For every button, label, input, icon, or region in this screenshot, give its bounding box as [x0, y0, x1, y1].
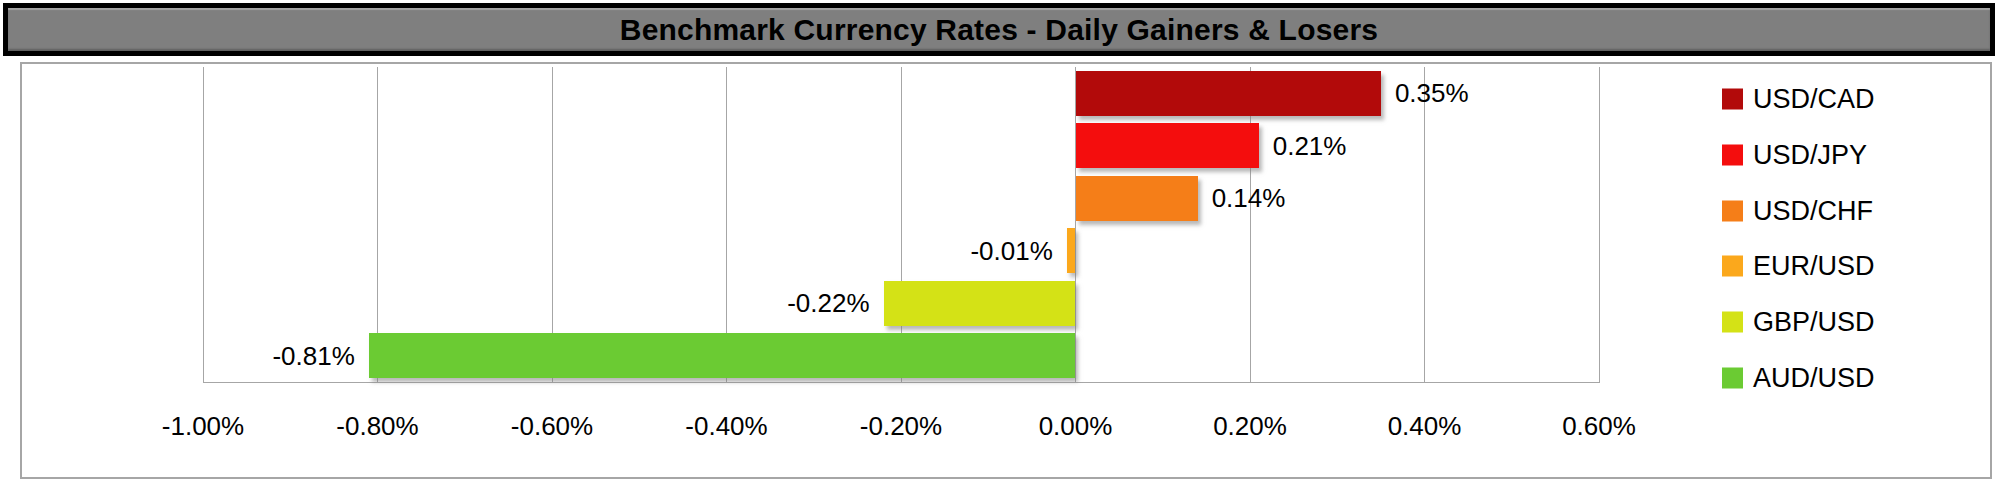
- x-axis-tick-label: 0.00%: [1039, 411, 1113, 442]
- legend-swatch-GBP/USD: [1722, 312, 1743, 333]
- legend-item-USD/CHF: USD/CHF: [1722, 195, 1873, 226]
- bar-GBP/USD: [884, 281, 1076, 326]
- bar-AUD/USD: [369, 333, 1076, 378]
- bar-USD/CHF: [1076, 176, 1198, 221]
- data-label-USD/CHF: 0.14%: [1212, 183, 1286, 214]
- x-axis-tick-label: -0.20%: [860, 411, 942, 442]
- legend-swatch-USD/JPY: [1722, 144, 1743, 165]
- bar-EUR/USD: [1067, 228, 1076, 273]
- x-axis-tick-label: -0.80%: [336, 411, 418, 442]
- data-label-USD/CAD: 0.35%: [1395, 78, 1469, 109]
- legend-label-GBP/USD: GBP/USD: [1753, 307, 1875, 338]
- legend-label-USD/CHF: USD/CHF: [1753, 195, 1873, 226]
- data-label-USD/JPY: 0.21%: [1273, 130, 1347, 161]
- gridline-0.40%: [1424, 67, 1425, 382]
- data-label-EUR/USD: -0.01%: [970, 235, 1052, 266]
- legend-swatch-USD/CHF: [1722, 200, 1743, 221]
- legend-item-AUD/USD: AUD/USD: [1722, 363, 1875, 394]
- x-axis-tick-label: -0.60%: [511, 411, 593, 442]
- data-label-GBP/USD: -0.22%: [787, 288, 869, 319]
- legend-item-EUR/USD: EUR/USD: [1722, 251, 1875, 282]
- gridline-0.60%: [1599, 67, 1600, 382]
- x-axis-tick-label: -0.40%: [685, 411, 767, 442]
- legend-item-GBP/USD: GBP/USD: [1722, 307, 1875, 338]
- legend-swatch-EUR/USD: [1722, 256, 1743, 277]
- legend-label-USD/JPY: USD/JPY: [1753, 139, 1867, 170]
- x-axis-tick-label: 0.60%: [1562, 411, 1636, 442]
- bar-USD/CAD: [1076, 71, 1381, 116]
- legend-item-USD/JPY: USD/JPY: [1722, 139, 1867, 170]
- gridline--1.00%: [203, 67, 204, 382]
- x-axis-tick-label: 0.20%: [1213, 411, 1287, 442]
- legend-label-AUD/USD: AUD/USD: [1753, 363, 1875, 394]
- chart-area: [20, 62, 1992, 479]
- legend-label-USD/CAD: USD/CAD: [1753, 84, 1875, 115]
- legend-swatch-USD/CAD: [1722, 89, 1743, 110]
- bar-USD/JPY: [1076, 123, 1259, 168]
- data-label-AUD/USD: -0.81%: [272, 340, 354, 371]
- x-axis-line: [203, 382, 1600, 383]
- chart-title: Benchmark Currency Rates - Daily Gainers…: [620, 13, 1378, 47]
- legend-label-EUR/USD: EUR/USD: [1753, 251, 1875, 282]
- legend-item-USD/CAD: USD/CAD: [1722, 84, 1875, 115]
- x-axis-tick-label: 0.40%: [1388, 411, 1462, 442]
- currency-rates-chart: Benchmark Currency Rates - Daily Gainers…: [0, 0, 1998, 486]
- chart-title-banner: Benchmark Currency Rates - Daily Gainers…: [3, 3, 1995, 56]
- x-axis-tick-label: -1.00%: [162, 411, 244, 442]
- legend-swatch-AUD/USD: [1722, 368, 1743, 389]
